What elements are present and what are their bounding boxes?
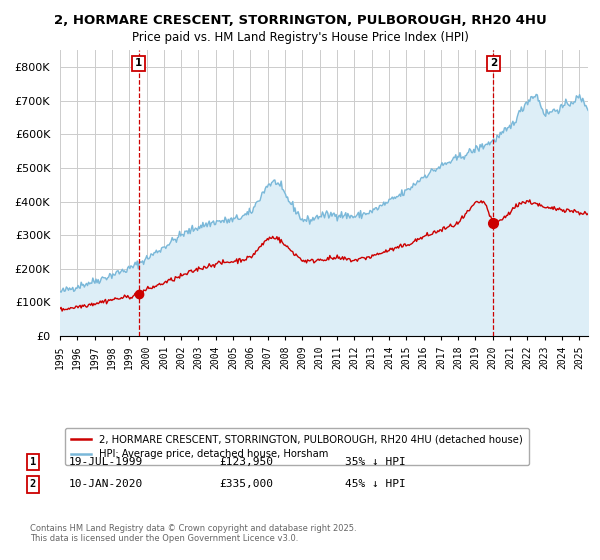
Text: 2, HORMARE CRESCENT, STORRINGTON, PULBOROUGH, RH20 4HU: 2, HORMARE CRESCENT, STORRINGTON, PULBOR… — [53, 14, 547, 27]
Text: 1: 1 — [135, 58, 142, 68]
Text: 10-JAN-2020: 10-JAN-2020 — [69, 479, 143, 489]
Text: Contains HM Land Registry data © Crown copyright and database right 2025.
This d: Contains HM Land Registry data © Crown c… — [30, 524, 356, 543]
Text: 1: 1 — [30, 457, 36, 467]
Text: 45% ↓ HPI: 45% ↓ HPI — [345, 479, 406, 489]
Legend: 2, HORMARE CRESCENT, STORRINGTON, PULBOROUGH, RH20 4HU (detached house), HPI: Av: 2, HORMARE CRESCENT, STORRINGTON, PULBOR… — [65, 428, 529, 465]
Text: £335,000: £335,000 — [219, 479, 273, 489]
Text: 2: 2 — [490, 58, 497, 68]
Text: Price paid vs. HM Land Registry's House Price Index (HPI): Price paid vs. HM Land Registry's House … — [131, 31, 469, 44]
Text: 35% ↓ HPI: 35% ↓ HPI — [345, 457, 406, 467]
Text: 19-JUL-1999: 19-JUL-1999 — [69, 457, 143, 467]
Text: 2: 2 — [30, 479, 36, 489]
Text: £123,950: £123,950 — [219, 457, 273, 467]
